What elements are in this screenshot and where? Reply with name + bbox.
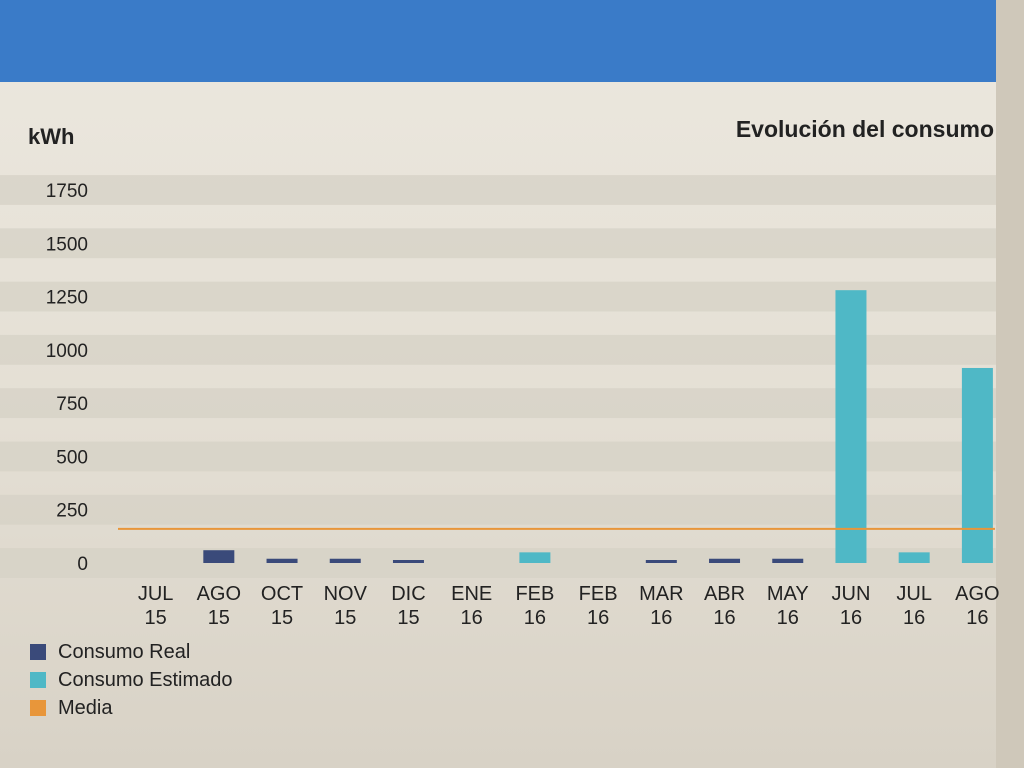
x-tick-label: 15 — [397, 607, 419, 629]
bar-consumo-estimado — [898, 552, 930, 563]
legend-item-real: Consumo Real — [30, 638, 233, 666]
y-tick-label: 250 — [56, 501, 88, 522]
y-tick-label: 750 — [56, 394, 88, 415]
y-tick-label: 1750 — [46, 181, 88, 202]
x-tick-label: 16 — [903, 607, 925, 629]
x-tick-label: MAR — [639, 583, 683, 605]
x-tick-label: 16 — [777, 607, 799, 629]
x-tick-label: JUL — [138, 583, 174, 605]
x-tick-label: 16 — [461, 607, 483, 629]
legend-swatch-media — [30, 700, 46, 716]
grid-band — [0, 388, 996, 419]
x-tick-label: 16 — [524, 607, 546, 629]
x-tick-label: NOV — [324, 583, 368, 605]
x-tick-label: 15 — [271, 607, 293, 629]
legend-label-real: Consumo Real — [58, 640, 191, 663]
legend-swatch-estimated — [30, 672, 46, 688]
x-tick-label: ENE — [451, 583, 492, 605]
x-tick-label: FEB — [579, 583, 618, 605]
x-tick-label: 16 — [966, 607, 988, 629]
x-tick-label: 15 — [334, 607, 356, 629]
legend-swatch-real — [30, 644, 46, 660]
bar-consumo-real — [266, 558, 298, 563]
x-tick-label: DIC — [391, 583, 425, 605]
x-tick-label: FEB — [515, 583, 554, 605]
grid-band — [0, 548, 996, 578]
legend-item-media: Media — [30, 694, 233, 722]
x-tick-label: 16 — [650, 607, 672, 629]
bar-consumo-estimado — [835, 290, 867, 563]
x-tick-label: 15 — [208, 607, 230, 629]
y-tick-label: 500 — [56, 447, 88, 468]
bar-consumo-real — [645, 560, 677, 563]
bar-consumo-estimado — [961, 367, 993, 563]
x-tick-label: JUL — [896, 583, 932, 605]
bar-consumo-real — [329, 558, 361, 563]
chart-legend: Consumo Real Consumo Estimado Media — [30, 638, 233, 722]
x-tick-label: 15 — [144, 607, 166, 629]
grid-band — [0, 175, 996, 205]
legend-item-estimated: Consumo Estimado — [30, 666, 233, 694]
header-band — [0, 0, 996, 82]
x-tick-label: 16 — [587, 607, 609, 629]
x-tick-label: OCT — [261, 583, 303, 605]
bar-consumo-real — [392, 560, 424, 563]
y-tick-label: 0 — [77, 554, 88, 575]
y-tick-label: 1500 — [46, 234, 88, 255]
x-tick-label: MAY — [767, 583, 809, 605]
y-tick-label: 1000 — [46, 341, 88, 362]
grid-band — [0, 334, 996, 365]
bar-consumo-real — [709, 558, 741, 563]
chart-title: Evolución del consumo — [735, 116, 994, 142]
x-tick-label: 16 — [840, 607, 862, 629]
x-tick-label: AGO — [197, 583, 241, 605]
grid-band — [0, 228, 996, 259]
x-tick-label: JUN — [832, 583, 871, 605]
bar-consumo-estimado — [519, 552, 551, 563]
grid-band — [0, 441, 996, 472]
bar-consumo-real — [203, 550, 235, 563]
bar-consumo-real — [772, 558, 804, 563]
grid-band — [0, 281, 996, 312]
grid-band — [0, 494, 996, 525]
x-tick-label: AGO — [955, 583, 999, 605]
x-tick-label: 16 — [713, 607, 735, 629]
legend-label-estimated: Consumo Estimado — [58, 668, 233, 691]
page-edge — [996, 0, 1024, 768]
y-axis-unit-label: kWh — [28, 124, 75, 149]
legend-label-media: Media — [58, 696, 113, 719]
x-tick-label: ABR — [704, 583, 745, 605]
consumption-chart: 02505007501000125015001750JUL15AGO15OCT1… — [0, 175, 1000, 629]
y-tick-label: 1250 — [46, 288, 88, 309]
